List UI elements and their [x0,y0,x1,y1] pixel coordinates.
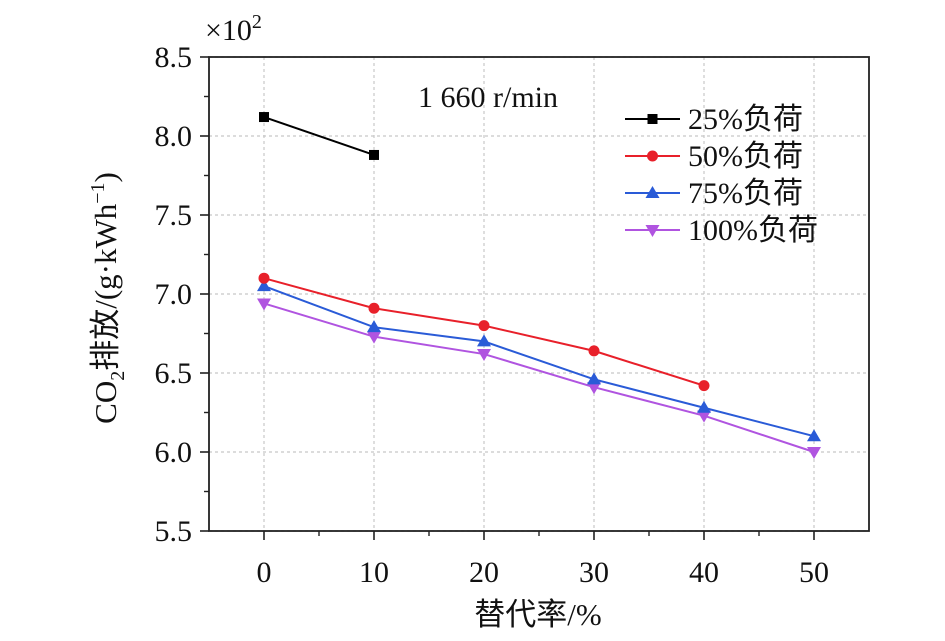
y-tick-label: 6.5 [155,357,193,390]
data-point [477,349,491,362]
legend-label: 50%负荷 [688,140,803,173]
series-0 [259,112,379,160]
y-tick-label: 6.0 [155,436,193,469]
legend-item: 50%负荷 [625,140,803,173]
legend-item: 75%负荷 [625,177,803,210]
series-group [257,112,821,459]
data-point [588,345,600,357]
data-point [587,382,601,395]
data-point [258,272,270,284]
x-tick-label: 50 [799,556,829,589]
series-1 [258,272,710,392]
axes: 0 10 20 30 40 50 5.5 6.0 6.5 7.0 7.5 8.0 8.5 [155,41,870,589]
x-tick-label: 10 [359,556,389,589]
x-tick-label: 20 [469,556,499,589]
data-point [368,302,380,314]
y-tick-label: 7.5 [155,199,193,232]
data-point [257,298,271,311]
data-point [367,331,381,344]
legend-marker [645,186,660,198]
data-point [698,380,710,392]
y-tick-label: 8.5 [155,41,193,74]
data-point [807,429,821,442]
legend-label: 100%负荷 [688,214,818,247]
data-point [257,279,271,292]
y-multiplier: ×102 [205,11,262,47]
series-line [263,285,815,438]
legend-item: 25%负荷 [625,103,803,136]
data-point [477,334,491,347]
x-tick-label: 0 [257,556,272,589]
series-line [263,302,815,453]
data-point [259,112,269,123]
y-axis-title: CO2排放/(g·kWh−1) [87,172,129,424]
legend-label: 25%负荷 [688,103,803,136]
data-point [807,447,821,459]
y-tick-label: 5.5 [155,515,193,548]
series-2 [257,279,821,442]
data-point [478,320,490,332]
data-point [367,320,381,333]
legend-marker [647,114,658,124]
legend-marker [645,225,660,237]
data-point [369,149,379,160]
x-tick-label: 30 [579,556,609,589]
speed-annotation: 1 660 r/min [418,81,558,114]
data-point [697,410,711,423]
data-point [697,400,711,413]
legend-label: 75%负荷 [688,177,803,210]
x-axis-title: 替代率/% [474,597,601,632]
series-3 [257,298,821,459]
data-point [587,372,601,385]
legend-marker [647,150,658,162]
x-tick-label: 40 [689,556,719,589]
legend-item: 100%负荷 [625,214,818,247]
series-line [263,116,375,156]
y-tick-label: 7.0 [155,278,193,311]
y-tick-label: 8.0 [155,120,193,153]
legend: 25%负荷 50%负荷 75%负荷 100%负荷 [625,103,818,247]
